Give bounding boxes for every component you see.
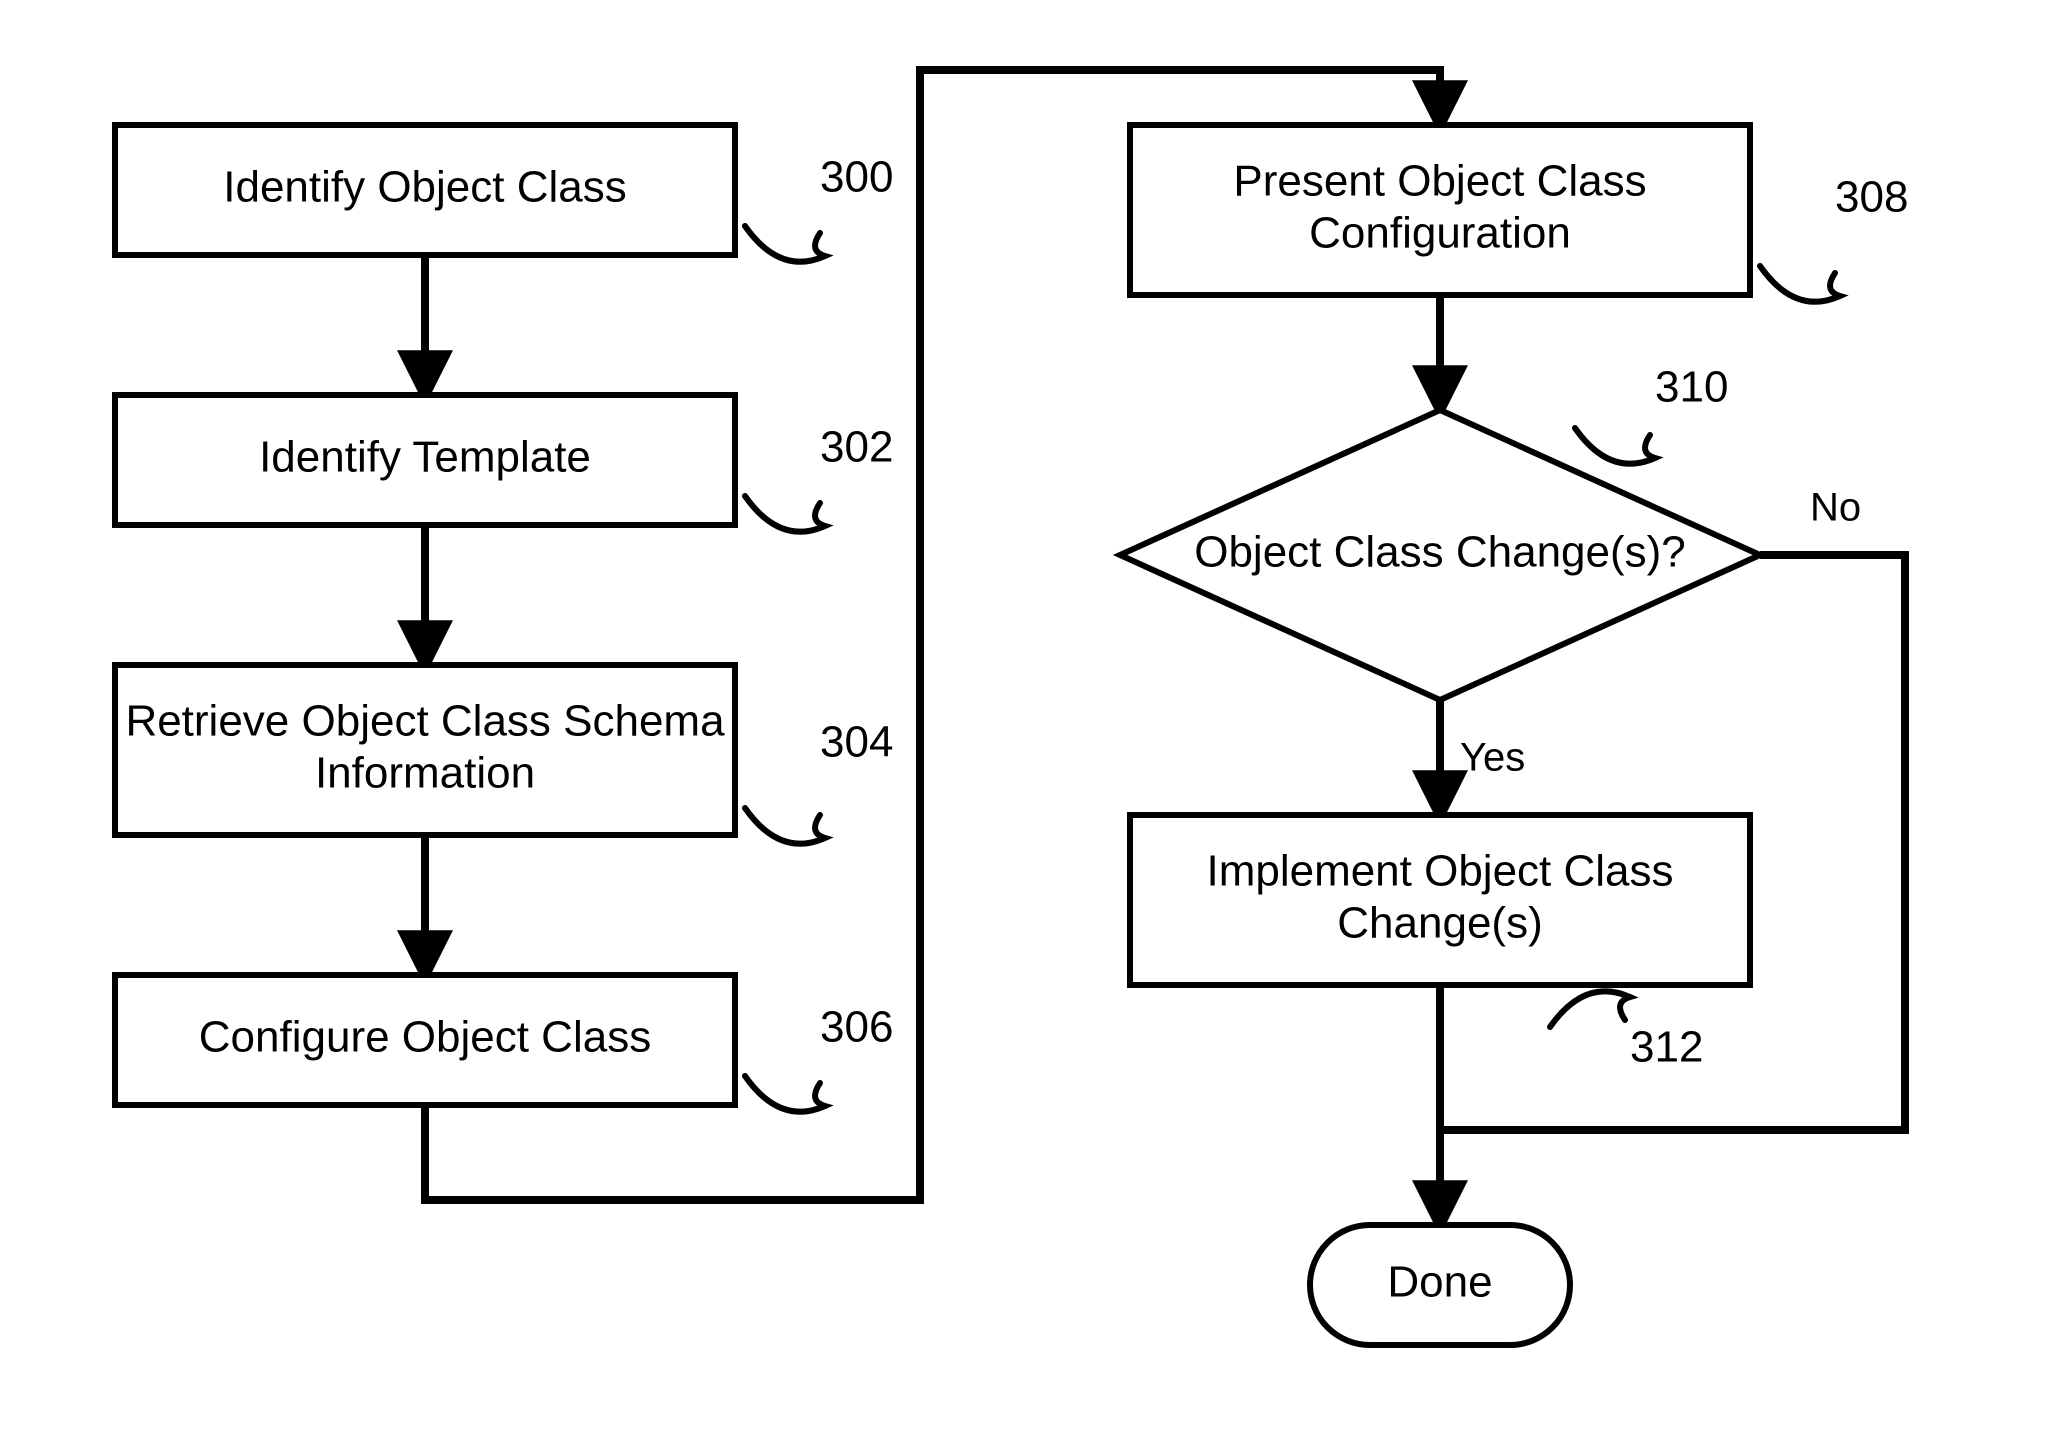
ref-curl-312 [1550, 991, 1630, 1027]
node-text: Information [315, 749, 535, 798]
ref-curl-300 [745, 226, 825, 262]
node-306: Configure Object Class [115, 975, 735, 1105]
node-310: Object Class Change(s)? [1120, 410, 1760, 700]
flowchart-canvas: Identify Object Class Identify Template Re… [0, 0, 2047, 1435]
edge-label-no: No [1810, 486, 1861, 530]
ref-label-308: 308 [1835, 173, 1908, 222]
ref-label-310: 310 [1655, 363, 1728, 412]
node-text: Object Class Change(s)? [1194, 528, 1686, 577]
ref-curl-302 [745, 496, 825, 532]
node-text: Identify Template [259, 433, 591, 482]
ref-curl-304 [745, 808, 825, 844]
node-302: Identify Template [115, 395, 735, 525]
ref-label-312: 312 [1630, 1023, 1703, 1072]
node-304: Retrieve Object Class SchemaInformation [115, 665, 735, 835]
node-text: Configuration [1309, 209, 1571, 258]
ref-label-304: 304 [820, 718, 893, 767]
node-done: Done [1310, 1225, 1570, 1345]
ref-label-300: 300 [820, 153, 893, 202]
node-312: Implement Object ClassChange(s) [1130, 815, 1750, 985]
ref-label-302: 302 [820, 423, 893, 472]
ref-curl-310 [1575, 428, 1655, 464]
node-text: Implement Object Class [1206, 847, 1673, 896]
edge-label-yes: Yes [1460, 736, 1525, 780]
node-text: Change(s) [1337, 899, 1542, 948]
node-text: Present Object Class [1233, 157, 1646, 206]
node-text: Retrieve Object Class Schema [125, 697, 725, 746]
ref-curl-306 [745, 1076, 825, 1112]
ref-curl-308 [1760, 266, 1840, 302]
node-300: Identify Object Class [115, 125, 735, 255]
node-text: Done [1387, 1258, 1492, 1307]
ref-label-306: 306 [820, 1003, 893, 1052]
node-text: Identify Object Class [223, 163, 627, 212]
node-text: Configure Object Class [199, 1013, 651, 1062]
node-308: Present Object ClassConfiguration [1130, 125, 1750, 295]
